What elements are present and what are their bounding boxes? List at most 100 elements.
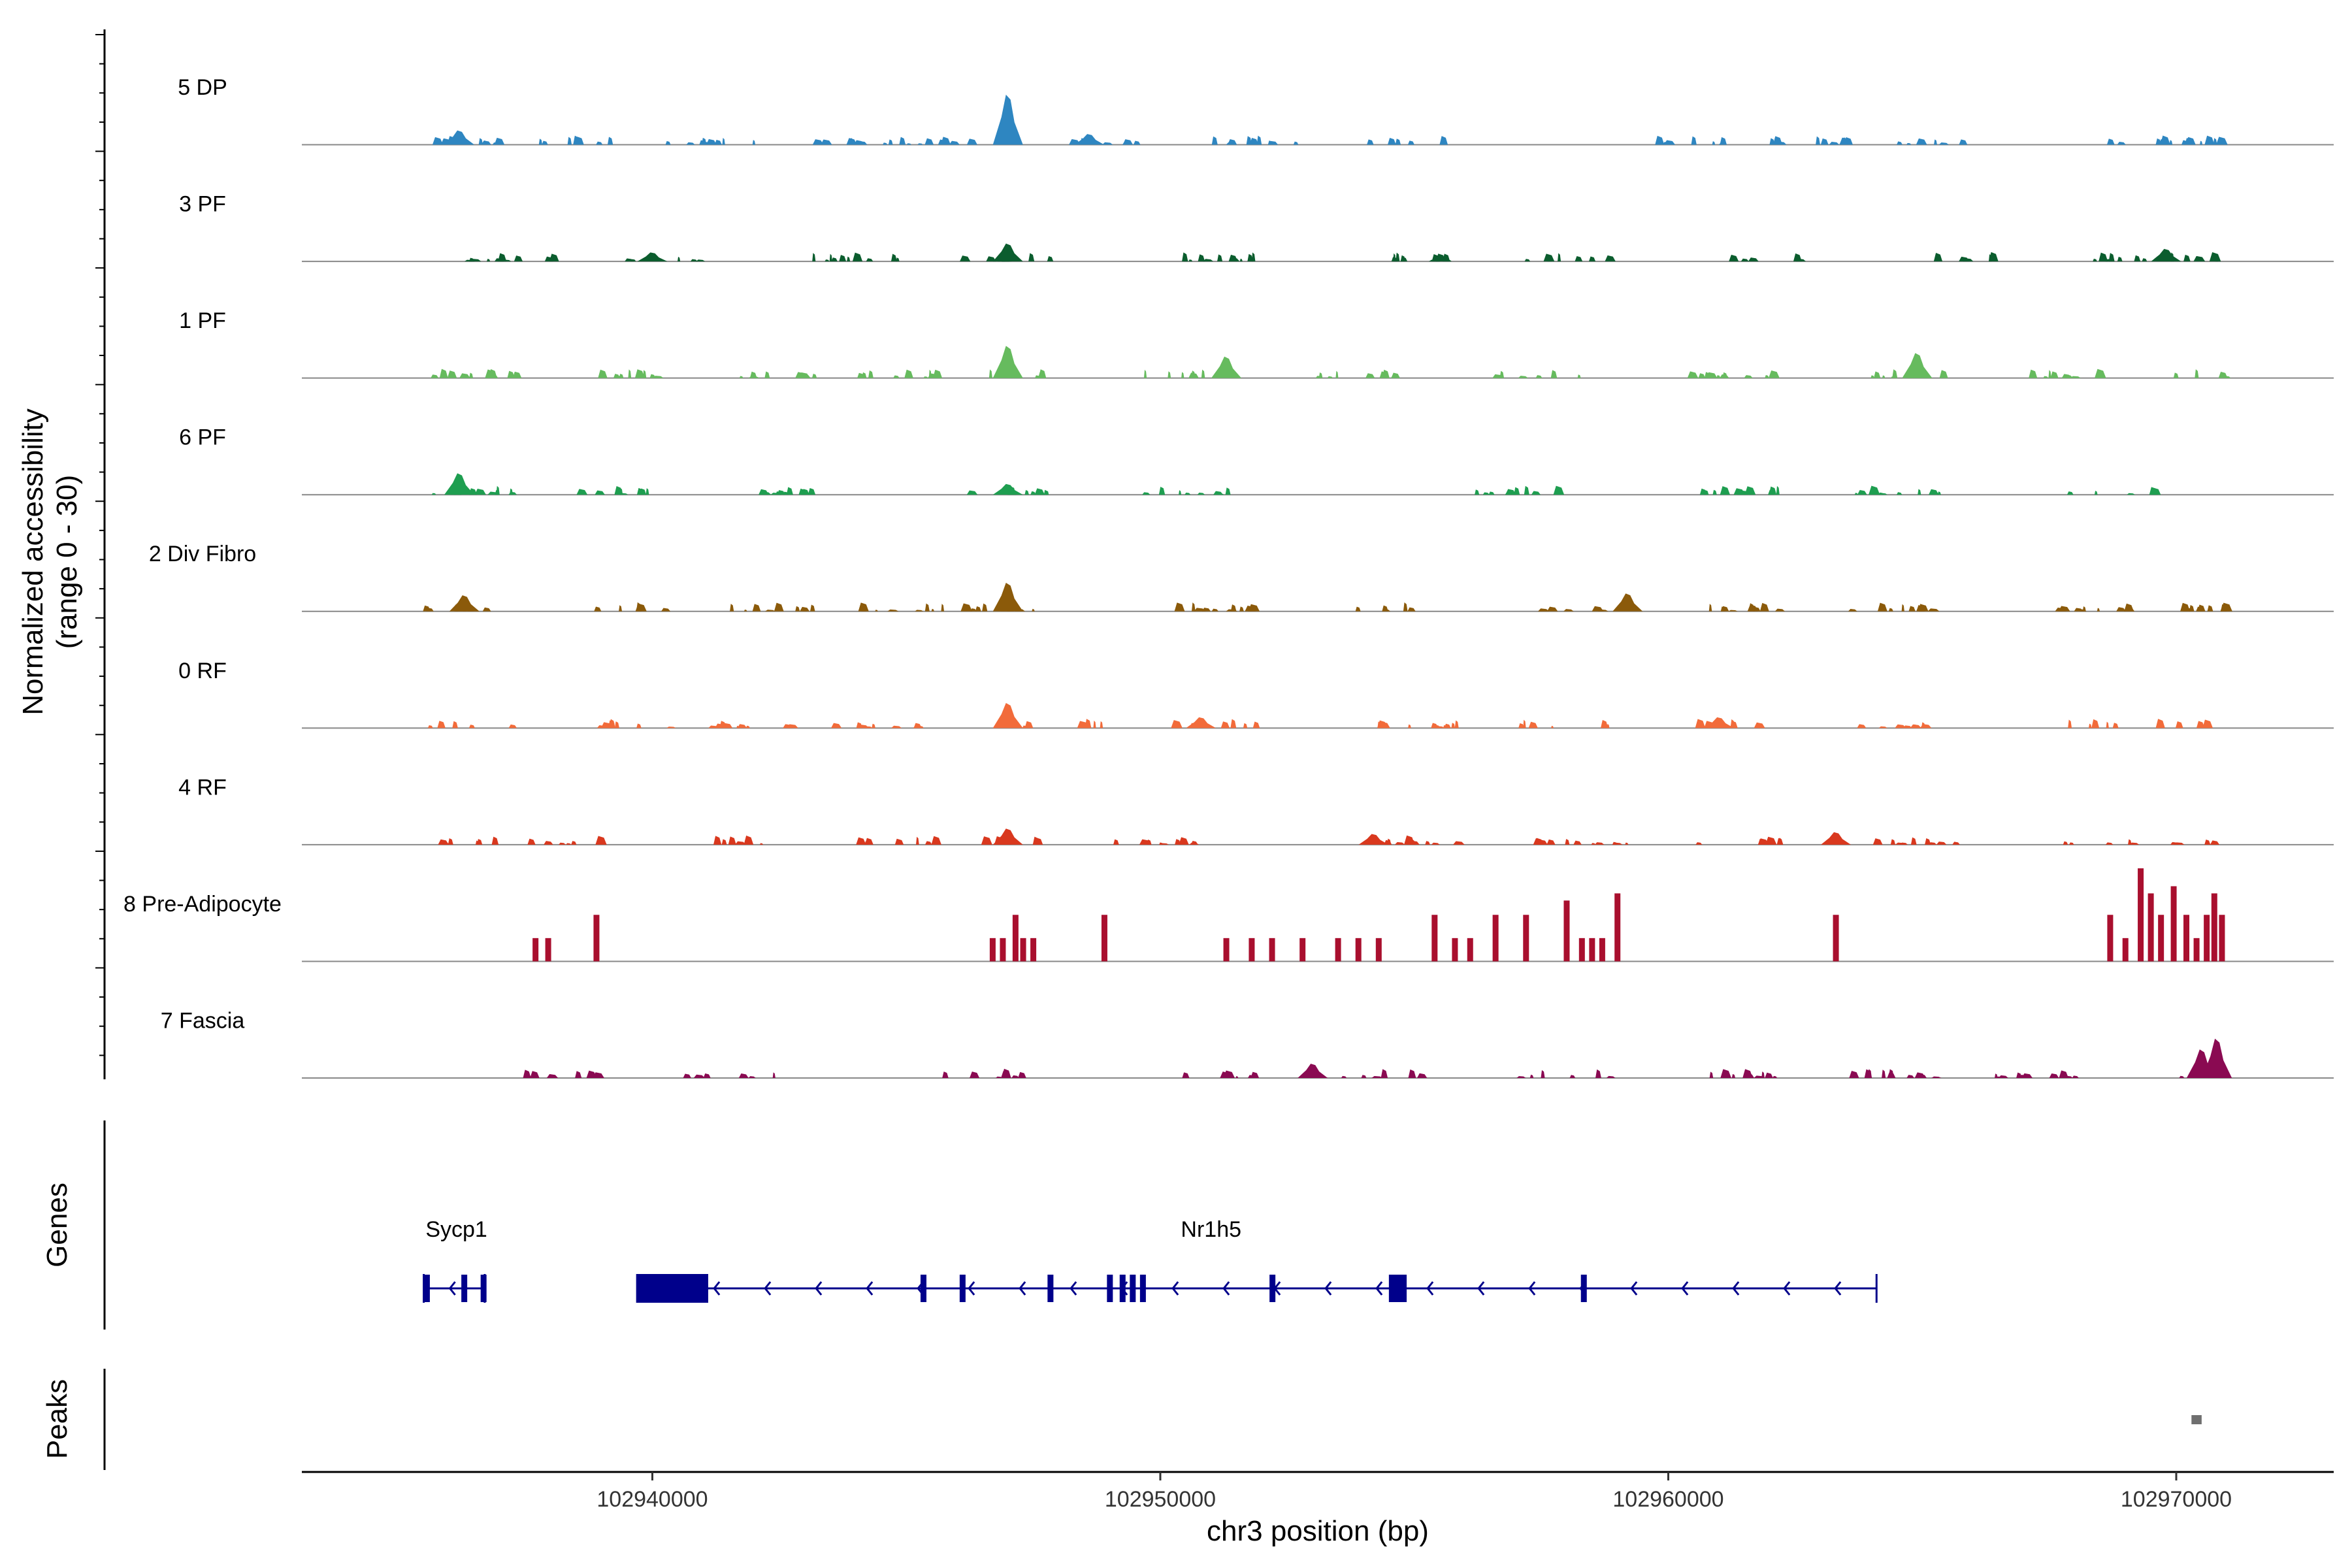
signal-mark — [2072, 1075, 2079, 1078]
track-1: 3 PF — [179, 192, 2334, 263]
signal-mark — [482, 607, 491, 612]
signal-mark — [1541, 1070, 1545, 1078]
signal-mark — [1573, 840, 1582, 845]
signal-mark — [483, 140, 489, 145]
signal-mark — [1720, 374, 1729, 378]
signal-mark — [1695, 719, 1706, 728]
strand-chevron — [1783, 1281, 1791, 1296]
signal-mark — [508, 491, 517, 495]
signal-mark — [752, 604, 761, 612]
signal-mark — [487, 259, 491, 262]
signal-mark — [1197, 493, 1205, 495]
signal-bar — [1589, 938, 1595, 962]
signal-mark — [960, 255, 971, 262]
signal-mark — [1768, 490, 1775, 495]
signal-mark — [1857, 489, 1867, 495]
exon — [1580, 1275, 1587, 1302]
signal-mark — [1606, 1075, 1616, 1078]
signal-mark — [982, 603, 988, 612]
signal-mark — [743, 835, 754, 845]
signal-mark — [1516, 1076, 1526, 1078]
signal-mark — [1551, 725, 1554, 728]
signal-mark — [730, 604, 734, 612]
signal-bar — [2122, 938, 2129, 962]
signal-mark — [1158, 486, 1166, 495]
exon — [423, 1275, 430, 1302]
signal-mark — [1740, 258, 1749, 262]
signal-mark — [468, 725, 476, 728]
signal-mark — [574, 137, 584, 145]
signal-mark — [1252, 721, 1260, 728]
strand-chevron — [1426, 1281, 1434, 1296]
signal-mark — [722, 137, 725, 145]
signal-peak — [992, 703, 1023, 728]
signal-bar — [1299, 938, 1306, 962]
signal-mark — [2202, 719, 2213, 728]
signal-mark — [2180, 602, 2191, 612]
signal-mark — [432, 137, 444, 145]
signal-mark — [1248, 604, 1260, 612]
exon — [959, 1275, 966, 1302]
signal-bar — [1563, 900, 1570, 962]
signal-mark — [748, 376, 760, 378]
signal-mark — [923, 376, 928, 378]
signal-mark — [628, 369, 632, 378]
signal-mark — [1731, 1073, 1736, 1078]
signal-mark — [864, 841, 869, 845]
signal-mark — [2195, 369, 2199, 378]
signal-mark — [759, 489, 769, 495]
signal-mark — [743, 610, 747, 612]
signal-mark — [1183, 256, 1188, 262]
signal-mark — [1113, 839, 1119, 845]
signal-mark — [1523, 719, 1526, 728]
signal-mark — [1182, 1072, 1190, 1078]
signal-mark — [738, 1073, 749, 1078]
signal-bar — [2158, 915, 2164, 962]
signal-mark — [890, 253, 897, 262]
track-label: 1 PF — [179, 308, 226, 333]
signal-mark — [1988, 252, 1999, 262]
signal-bar — [2211, 893, 2217, 962]
signal-mark — [882, 142, 888, 145]
signal-mark — [2061, 1076, 2073, 1078]
x-tick-label: 102970000 — [2121, 1487, 2232, 1512]
signal-mark — [875, 610, 878, 612]
signal-mark — [598, 369, 608, 378]
signal-mark — [1895, 724, 1906, 728]
signal-mark — [1820, 138, 1829, 145]
signal-mark — [635, 603, 647, 612]
signal-mark — [1529, 1074, 1534, 1078]
signal-mark — [831, 257, 838, 262]
signal-mark — [619, 488, 623, 495]
signal-bar — [1375, 938, 1382, 962]
signal-mark — [2151, 487, 2161, 495]
track-6: 4 RF — [178, 775, 2334, 845]
signal-mark — [1377, 721, 1381, 728]
signal-mark — [1816, 136, 1820, 145]
signal-mark — [2043, 376, 2049, 378]
signal-mark — [527, 838, 536, 845]
signal-mark — [2099, 252, 2108, 262]
signal-peak — [992, 243, 1023, 262]
signal-mark — [975, 606, 981, 612]
signal-bar — [1030, 938, 1037, 962]
signal-peak — [444, 473, 475, 495]
signal-mark — [1716, 375, 1721, 378]
signal-mark — [614, 721, 619, 728]
signal-mark — [431, 493, 436, 495]
signal-mark — [1408, 724, 1411, 728]
signal-mark — [686, 142, 695, 145]
signal-bar — [2193, 938, 2200, 962]
signal-mark — [1720, 486, 1731, 495]
signal-mark — [1043, 489, 1048, 495]
signal-mark — [1524, 259, 1531, 262]
strand-chevron — [1477, 1281, 1485, 1296]
signal-peak — [992, 483, 1023, 495]
signal-bar — [1467, 938, 1473, 962]
signal-mark — [1482, 492, 1490, 495]
signal-mark — [810, 604, 815, 612]
signal-mark — [1901, 604, 1904, 612]
signal-mark — [1695, 842, 1703, 845]
signal-mark — [1230, 719, 1237, 728]
signal-mark — [1367, 139, 1374, 145]
